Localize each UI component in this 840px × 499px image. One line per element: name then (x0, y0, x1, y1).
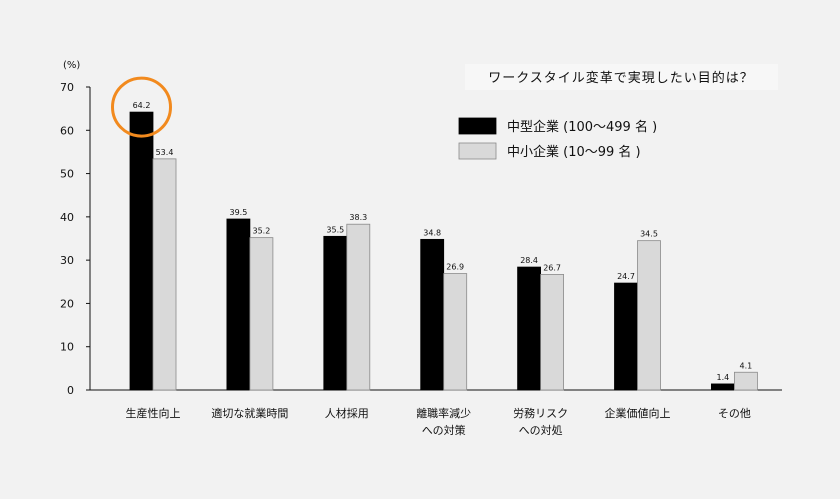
bar-mid-size (226, 218, 251, 391)
bar-value-label: 64.2 (133, 101, 151, 110)
bar-mid-size (420, 238, 445, 391)
title-box (465, 64, 778, 90)
bar-small-mid (152, 158, 177, 391)
chart-title: ワークスタイル変革で実現したい目的は？ (488, 70, 754, 86)
y-tick-label: 40 (60, 211, 74, 224)
bar-mid-size (711, 383, 735, 391)
bar-small-mid (540, 274, 564, 391)
bar-small-mid (637, 240, 661, 391)
category-label: 企業価値向上 (605, 406, 671, 420)
y-tick-label: 20 (60, 297, 74, 310)
category-label: への対処 (519, 423, 563, 437)
bar-value-label: 34.5 (640, 230, 658, 239)
bar-small-mid (734, 371, 758, 391)
legend-label: 中型企業 (100〜499 名 ) (507, 119, 657, 135)
category-label: への対策 (422, 423, 466, 437)
legend-swatch (458, 142, 497, 160)
bar-value-label: 4.1 (740, 361, 753, 370)
bar-value-label: 35.2 (252, 227, 270, 236)
category-label: 適切な就業時間 (211, 406, 288, 420)
y-tick-label: 50 (60, 168, 74, 181)
bar-mid-size (323, 235, 348, 391)
bar-value-label: 26.9 (446, 263, 464, 272)
category-label: 離職率減少 (416, 406, 471, 420)
bar-mid-size (517, 266, 541, 391)
bar-small-mid (249, 237, 274, 391)
y-tick-label: 10 (60, 341, 74, 354)
y-tick-label: 0 (67, 384, 74, 397)
legend-swatch (458, 117, 497, 135)
bar-value-label: 24.7 (617, 272, 635, 281)
legend-label: 中小企業 (10〜99 名 ) (507, 144, 641, 160)
bar-value-label: 53.4 (156, 148, 174, 157)
category-label: 人材採用 (325, 406, 369, 420)
bar-value-label: 1.4 (717, 373, 730, 382)
bar-mid-size (614, 282, 638, 391)
y-axis-unit-label: (%) (63, 60, 80, 71)
bar-small-mid (443, 273, 468, 391)
bar-value-label: 26.7 (543, 263, 561, 272)
bar-value-label: 35.5 (326, 225, 344, 234)
y-tick-label: 70 (60, 81, 74, 94)
bar-mid-size (129, 111, 154, 391)
bar-value-label: 34.8 (423, 228, 441, 237)
highlight-circle (111, 76, 172, 138)
category-label: 労務リスク (513, 406, 568, 420)
bar-value-label: 38.3 (349, 213, 367, 222)
y-tick-label: 30 (60, 254, 74, 267)
bar-value-label: 39.5 (229, 208, 247, 217)
bar-value-label: 28.4 (520, 256, 538, 265)
bar-small-mid (346, 223, 371, 391)
y-tick-label: 60 (60, 124, 74, 137)
category-label: その他 (718, 407, 751, 420)
category-label: 生産性向上 (126, 406, 181, 420)
